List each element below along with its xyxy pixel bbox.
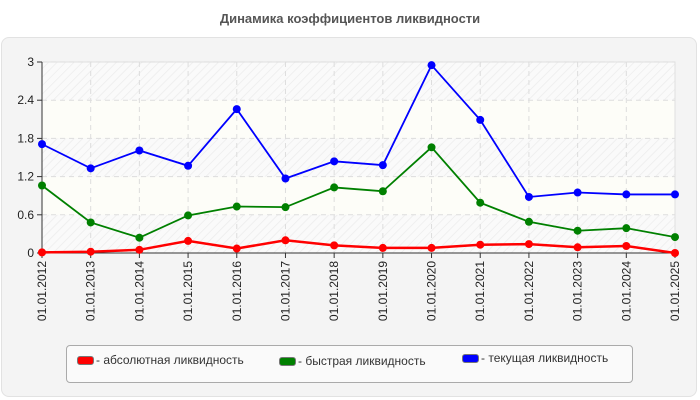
data-point[interactable] <box>135 146 144 155</box>
data-point[interactable] <box>573 243 582 252</box>
data-point[interactable] <box>573 188 582 197</box>
y-tick-label: 2.4 <box>17 93 34 107</box>
data-point[interactable] <box>671 249 679 257</box>
axes <box>37 61 676 258</box>
series-0 <box>38 236 679 257</box>
data-point[interactable] <box>38 248 46 257</box>
data-point[interactable] <box>232 244 241 253</box>
x-axis-labels: 01.01.2012 01.01.2013 01.01.2014 01.01.2015… <box>35 261 682 321</box>
legend-label: - абсолютная ликвидность <box>96 353 244 367</box>
data-point[interactable] <box>427 61 436 70</box>
data-point[interactable] <box>184 236 193 245</box>
data-point[interactable] <box>184 161 193 170</box>
x-tick-label: 01.01.2025 <box>668 261 682 321</box>
series-1 <box>38 143 679 242</box>
legend-swatch-blue <box>462 353 479 363</box>
data-point[interactable] <box>427 143 436 152</box>
data-point[interactable] <box>135 245 144 254</box>
grid-lines <box>42 61 675 253</box>
x-tick-label: 01.01.2024 <box>619 261 633 321</box>
data-point[interactable] <box>622 241 631 250</box>
legend-item-absolute: - абсолютная ликвидность <box>77 353 244 367</box>
legend-swatch-green <box>279 356 296 366</box>
data-point[interactable] <box>622 224 631 233</box>
data-point[interactable] <box>330 241 339 250</box>
legend-label: - быстрая ликвидность <box>298 354 426 368</box>
y-tick-label: 1.8 <box>17 131 34 145</box>
legend-label: - текущая ликвидность <box>481 351 609 365</box>
data-point[interactable] <box>378 161 387 170</box>
series-2 <box>38 61 679 201</box>
legend-item-quick: - быстрая ликвидность <box>279 354 426 368</box>
x-tick-label: 01.01.2017 <box>278 261 292 321</box>
data-point[interactable] <box>281 203 290 212</box>
data-point[interactable] <box>378 243 387 252</box>
x-tick-label: 01.01.2022 <box>522 261 536 321</box>
x-tick-label: 01.01.2019 <box>376 261 390 321</box>
data-point[interactable] <box>86 164 95 173</box>
data-point[interactable] <box>427 243 436 252</box>
y-tick-label: 0.6 <box>17 208 34 222</box>
data-series <box>38 61 679 257</box>
x-tick-label: 01.01.2020 <box>425 261 439 321</box>
data-point[interactable] <box>476 240 485 249</box>
data-point[interactable] <box>281 174 290 183</box>
data-point[interactable] <box>671 190 679 199</box>
data-point[interactable] <box>281 236 290 245</box>
data-point[interactable] <box>524 192 533 201</box>
data-point[interactable] <box>622 190 631 199</box>
data-point[interactable] <box>232 105 241 114</box>
legend-item-current: - текущая ликвидность <box>462 351 608 365</box>
data-point[interactable] <box>476 115 485 124</box>
y-tick-label: 0 <box>27 246 34 260</box>
data-point[interactable] <box>38 181 46 190</box>
legend-swatch-red <box>77 355 94 365</box>
chart-title: Динамика коэффициентов ликвидности <box>219 11 481 26</box>
x-tick-label: 01.01.2018 <box>327 261 341 321</box>
data-point[interactable] <box>524 217 533 226</box>
data-point[interactable] <box>86 247 95 256</box>
y-tick-label: 1.2 <box>17 170 34 184</box>
legend: - абсолютная ликвидность - быстрая ликви… <box>66 345 633 383</box>
x-tick-label: 01.01.2014 <box>132 261 146 321</box>
x-tick-label: 01.01.2013 <box>84 261 98 321</box>
y-tick-label: 3 <box>27 55 34 69</box>
x-tick-label: 01.01.2021 <box>473 261 487 321</box>
data-point[interactable] <box>38 140 46 149</box>
data-point[interactable] <box>135 233 144 242</box>
x-tick-label: 01.01.2016 <box>230 261 244 321</box>
x-tick-label: 01.01.2015 <box>181 261 195 321</box>
data-point[interactable] <box>330 157 339 166</box>
data-point[interactable] <box>671 233 679 242</box>
data-point[interactable] <box>232 202 241 211</box>
data-point[interactable] <box>86 218 95 227</box>
x-tick-label: 01.01.2023 <box>571 261 585 321</box>
data-point[interactable] <box>378 187 387 196</box>
data-point[interactable] <box>330 183 339 192</box>
data-point[interactable] <box>524 240 533 249</box>
data-point[interactable] <box>573 226 582 235</box>
x-tick-label: 01.01.2012 <box>35 261 49 321</box>
data-point[interactable] <box>184 211 193 220</box>
y-axis-labels: 0 0.6 1.2 1.8 2.4 3 <box>17 55 34 260</box>
data-point[interactable] <box>476 198 485 207</box>
plot-background <box>41 61 676 254</box>
